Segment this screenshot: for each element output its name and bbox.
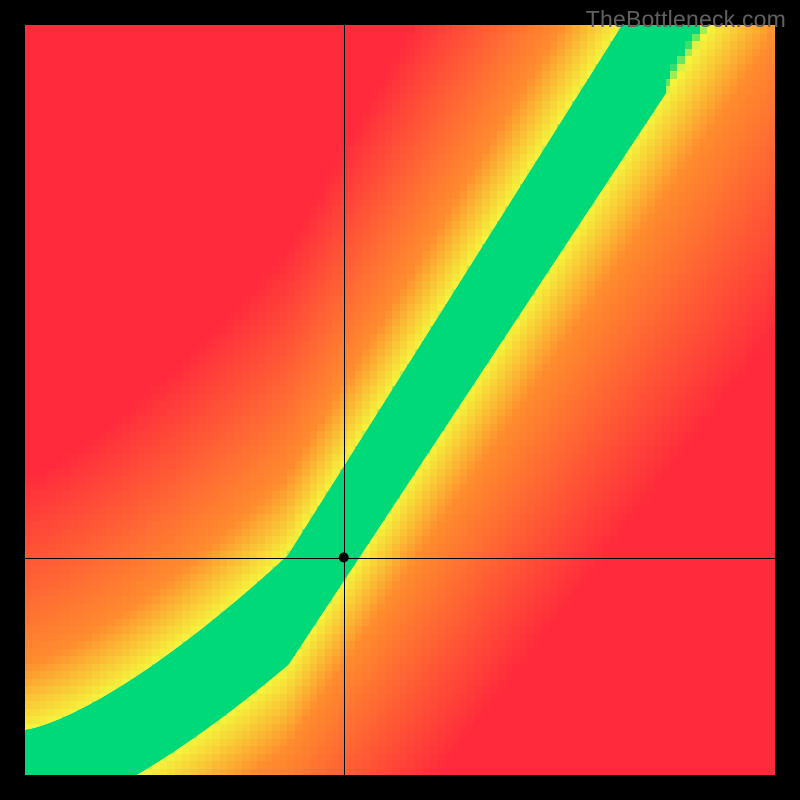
watermark-text: TheBottleneck.com bbox=[586, 6, 786, 33]
chart-container: TheBottleneck.com bbox=[0, 0, 800, 800]
bottleneck-heatmap bbox=[0, 0, 800, 800]
